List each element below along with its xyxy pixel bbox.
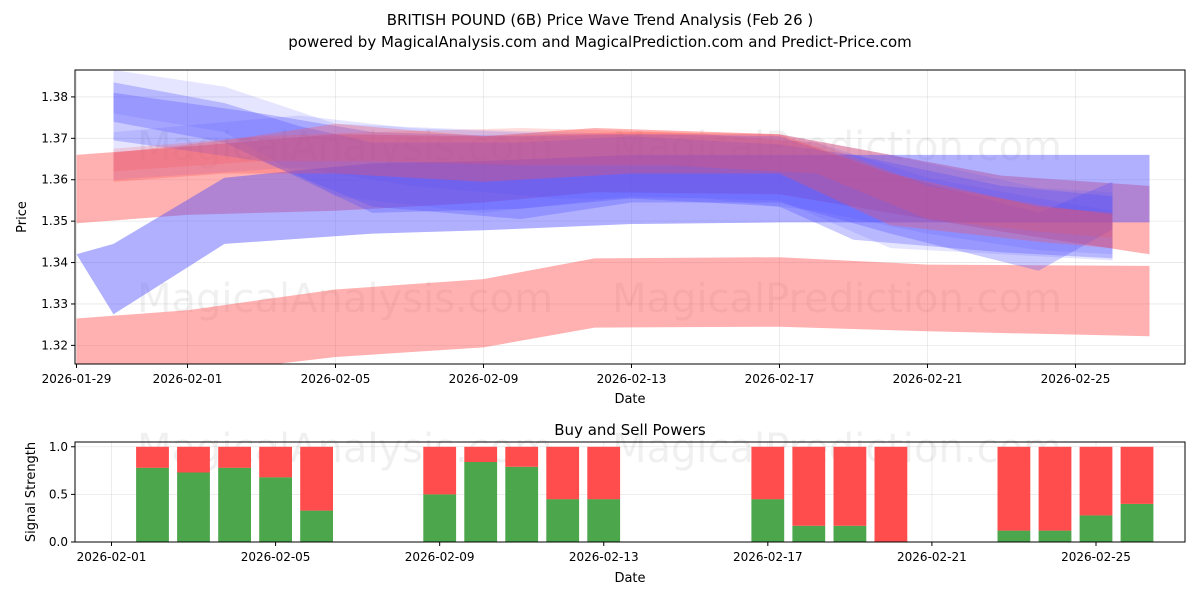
price-y-tick-label: 1.32: [41, 338, 68, 352]
sell-bar: [1120, 446, 1154, 504]
buy-bar: [259, 477, 292, 542]
price-x-axis: 2026-01-29 2026-02-01 2026-02-05 2026-02-09…: [42, 364, 1111, 386]
buy-bar: [546, 499, 580, 542]
sell-bar: [751, 446, 785, 500]
blue-ghost-band-2: [113, 115, 1113, 255]
price-x-tick-label: 2026-02-13: [597, 372, 667, 386]
buy-bar: [997, 530, 1031, 542]
watermark-prediction-bottom: MagicalPrediction.com: [612, 276, 1062, 322]
signal-plot-frame: [74, 441, 1186, 543]
buy-bar: [464, 462, 498, 542]
sell-bar: [505, 446, 539, 467]
signal-y-tick-label: 1.0: [49, 440, 68, 454]
signal-y-tick-label: 0.5: [49, 487, 68, 501]
price-wave-panel: MagicalAnalysis.com MagicalPrediction.co…: [15, 69, 1186, 407]
sell-bar: [792, 446, 826, 526]
price-x-tick-label: 2026-02-05: [301, 372, 371, 386]
price-x-tick-label: 2026-02-21: [893, 372, 963, 386]
sell-bar: [587, 446, 621, 500]
signal-x-axis: 2026-02-01 2026-02-05 2026-02-09 2026-02-13…: [77, 542, 1131, 564]
price-y-tick-label: 1.36: [41, 173, 68, 187]
watermark-prediction-top: MagicalPrediction.com: [612, 124, 1062, 170]
price-x-tick-label: 2026-02-17: [745, 372, 815, 386]
sell-bar: [177, 446, 210, 473]
watermark-analysis-bottom: MagicalAnalysis.com: [137, 276, 553, 322]
signal-y-tick-label: 0.0: [49, 535, 68, 549]
signal-y-axis-label: Signal Strength: [24, 442, 39, 542]
buy-sell-panel: Buy and Sell Powers MagicalAnalysis.com …: [24, 421, 1186, 586]
blue-upper-band: [113, 82, 1113, 259]
price-watermarks: MagicalAnalysis.com MagicalPrediction.co…: [137, 124, 1062, 322]
sell-bar: [1038, 446, 1072, 531]
sell-bar: [874, 446, 908, 542]
signal-x-tick-label: 2026-02-05: [241, 550, 311, 564]
sell-bar: [1079, 446, 1113, 516]
price-y-tick-label: 1.38: [41, 90, 68, 104]
red-mid-band: [113, 123, 1113, 249]
price-x-tick-label: 2026-02-09: [449, 372, 519, 386]
buy-bar: [833, 525, 867, 542]
signal-x-tick-label: 2026-02-09: [405, 550, 475, 564]
price-y-axis-label: Price: [15, 201, 30, 233]
buy-bar: [1120, 503, 1154, 542]
red-wide-band: [76, 128, 1150, 255]
signal-bars: [136, 446, 1154, 542]
signal-x-tick-label: 2026-02-21: [897, 550, 967, 564]
buy-bar: [136, 467, 169, 542]
red-lower-band: [76, 257, 1150, 364]
sell-bar: [997, 446, 1031, 531]
price-x-axis-label: Date: [614, 392, 645, 407]
sell-bar: [546, 446, 580, 500]
watermark-analysis-top: MagicalAnalysis.com: [137, 124, 553, 170]
sell-bar: [464, 446, 498, 462]
signal-x-axis-label: Date: [614, 571, 645, 586]
signal-x-tick-label: 2026-02-13: [569, 550, 639, 564]
buy-bar: [587, 499, 621, 542]
price-wave-bands: [76, 70, 1150, 364]
price-y-tick-label: 1.33: [41, 297, 68, 311]
sell-bar: [259, 446, 292, 478]
signal-x-tick-label: 2026-02-25: [1061, 550, 1131, 564]
sell-bar: [423, 446, 457, 495]
price-y-tick-label: 1.35: [41, 214, 68, 228]
signal-x-tick-label: 2026-02-17: [733, 550, 803, 564]
price-x-tick-label: 2026-02-01: [153, 372, 223, 386]
sell-bar: [833, 446, 867, 526]
buy-bar: [792, 525, 826, 542]
price-y-tick-label: 1.34: [41, 256, 68, 270]
price-x-tick-label: 2026-02-25: [1041, 372, 1111, 386]
buy-bar: [1079, 515, 1113, 542]
chart-subtitle: powered by MagicalAnalysis.com and Magic…: [288, 33, 912, 51]
price-grid: [75, 70, 1185, 364]
chart-title: BRITISH POUND (6B) Price Wave Trend Anal…: [387, 11, 814, 29]
price-y-axis: 1.32 1.33 1.34 1.35 1.36 1.37 1.38: [41, 90, 75, 352]
buy-bar: [1038, 530, 1072, 542]
buy-bar: [218, 467, 251, 542]
blue-mid-band: [113, 92, 1113, 271]
buy-bar: [423, 494, 457, 542]
buy-sell-title: Buy and Sell Powers: [554, 421, 706, 439]
blue-wide-band: [76, 154, 1150, 315]
buy-bar: [505, 466, 539, 542]
price-x-tick-label: 2026-01-29: [42, 372, 112, 386]
red-ghost-band: [113, 128, 1113, 238]
sell-bar: [218, 446, 251, 468]
sell-bar: [136, 446, 169, 468]
blue-ghost-band-1: [113, 70, 1113, 261]
price-y-tick-label: 1.37: [41, 131, 68, 145]
signal-y-axis: 0.0 0.5 1.0: [49, 440, 75, 549]
buy-bar: [751, 499, 785, 542]
buy-bar: [177, 472, 210, 542]
sell-bar: [300, 446, 333, 511]
price-plot-frame: [74, 69, 1186, 365]
buy-bar: [300, 510, 333, 542]
price-plot-background: [75, 70, 1185, 364]
signal-x-tick-label: 2026-02-01: [77, 550, 147, 564]
